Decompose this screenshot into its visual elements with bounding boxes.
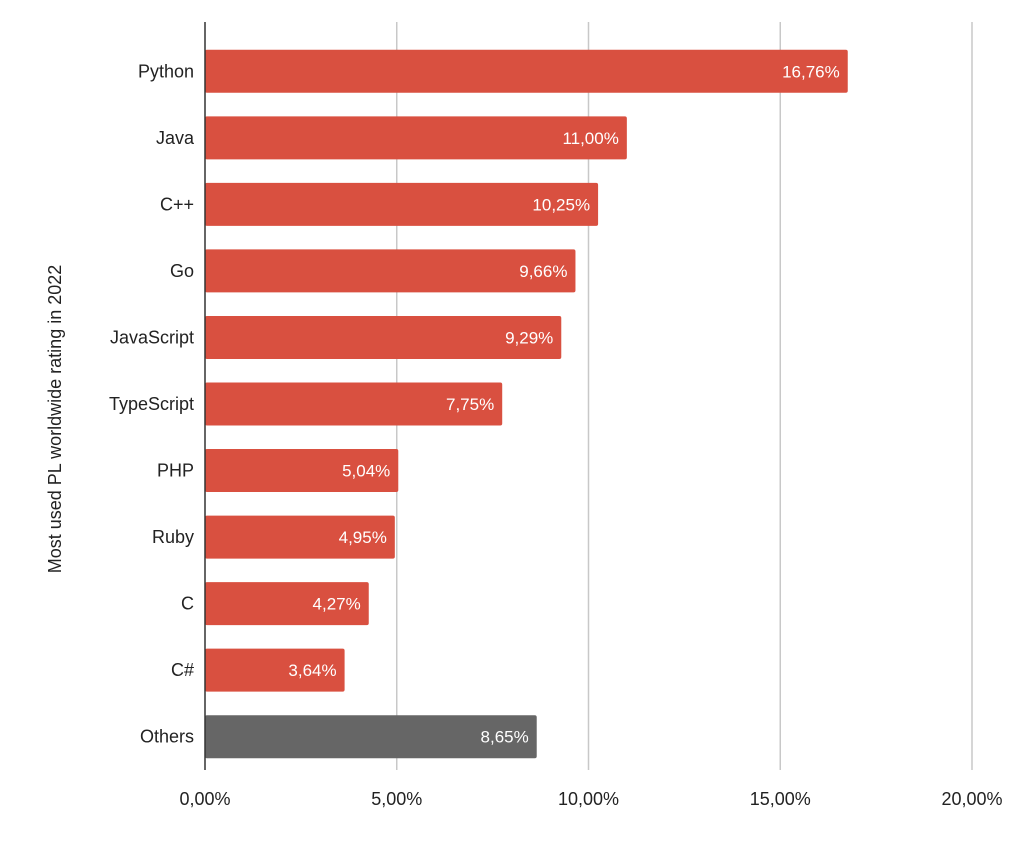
bar-python xyxy=(205,49,848,93)
bars xyxy=(205,49,848,759)
bar-go xyxy=(205,249,576,293)
bar-data-label: 16,76% xyxy=(782,62,840,81)
y-tick-label: PHP xyxy=(157,461,194,481)
y-tick-label: Others xyxy=(140,727,194,747)
bar-c xyxy=(205,582,369,626)
y-axis-label: Most used PL worldwide rating in 2022 xyxy=(45,265,65,574)
x-tick-label: 5,00% xyxy=(371,789,422,809)
x-tick-labels: 0,00% 5,00% 10,00% 15,00% 20,00% xyxy=(179,789,1002,809)
bar-data-label: 4,95% xyxy=(339,528,387,547)
y-tick-label: C# xyxy=(171,660,194,680)
bar-data-label: 8,65% xyxy=(481,728,529,747)
y-tick-label: Python xyxy=(138,61,194,81)
bar-data-label: 7,75% xyxy=(446,395,494,414)
y-tick-label: C xyxy=(181,594,194,614)
y-tick-label: C++ xyxy=(160,194,194,214)
x-tick-label: 20,00% xyxy=(941,789,1002,809)
bar-data-label: 9,29% xyxy=(505,328,553,347)
bar-c xyxy=(205,182,599,226)
y-tick-label: Ruby xyxy=(152,527,194,547)
x-tick-label: 10,00% xyxy=(558,789,619,809)
bar-javascript xyxy=(205,315,562,359)
y-tick-label: Go xyxy=(170,261,194,281)
bar-data-label: 10,25% xyxy=(532,195,590,214)
bar-java xyxy=(205,116,627,160)
y-tick-label: TypeScript xyxy=(109,394,194,414)
bar-data-label: 11,00% xyxy=(562,129,618,148)
bar-typescript xyxy=(205,382,503,426)
y-tick-label: JavaScript xyxy=(110,327,194,347)
y-tick-label: Java xyxy=(156,128,195,148)
data-labels: 16,76% 11,00% 10,25% 9,66% 9,29% 7,75% 5,04% 4,… xyxy=(288,62,839,746)
bar-data-label: 9,66% xyxy=(519,262,567,281)
bar-data-label: 4,27% xyxy=(313,595,361,614)
x-tick-label: 15,00% xyxy=(750,789,811,809)
bar-ruby xyxy=(205,515,395,559)
bar-data-label: 5,04% xyxy=(342,462,390,481)
bar-data-label: 3,64% xyxy=(288,661,336,680)
x-tick-label: 0,00% xyxy=(179,789,230,809)
bar-c xyxy=(205,648,345,692)
bar-php xyxy=(205,449,399,493)
bar-others xyxy=(205,715,537,759)
y-tick-labels: Python Java C++ Go JavaScript TypeScript PHP Ru… xyxy=(109,61,195,746)
